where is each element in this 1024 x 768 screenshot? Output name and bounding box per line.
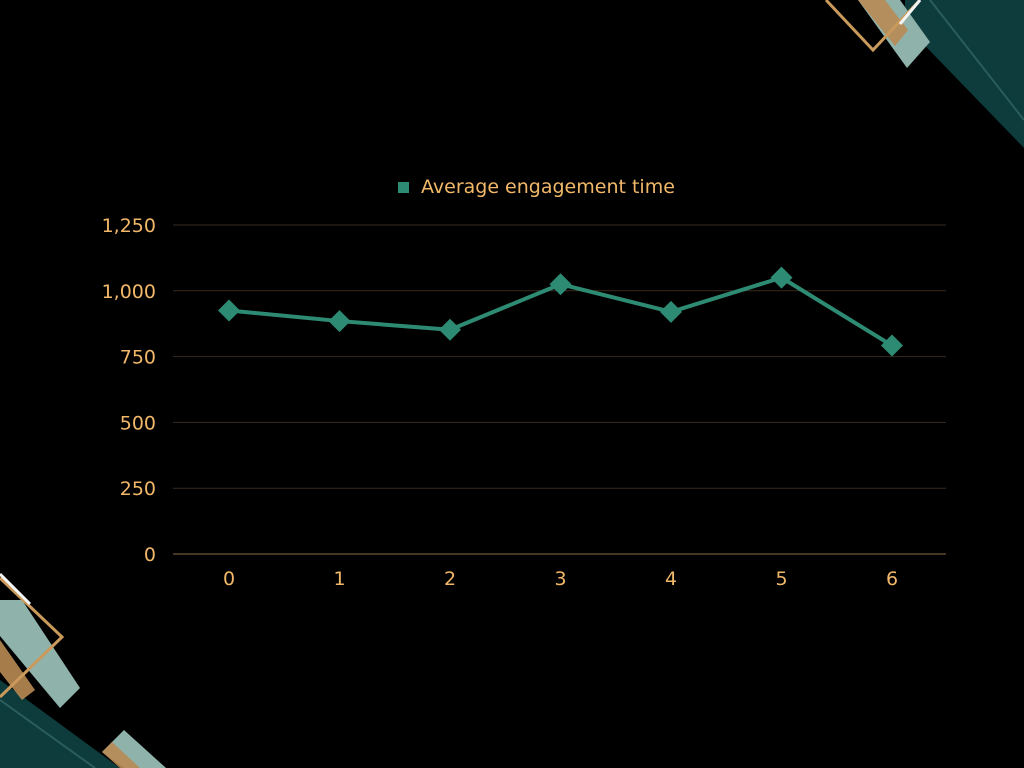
data-point-marker[interactable] — [549, 273, 572, 296]
x-axis-tick-labels: 0 1 2 3 4 5 6 — [223, 568, 898, 590]
data-point-marker[interactable] — [770, 266, 793, 289]
data-point-marker[interactable] — [328, 310, 351, 333]
data-point-marker[interactable] — [218, 299, 240, 322]
y-tick-label: 1,000 — [102, 281, 156, 303]
legend-label: Average engagement time — [421, 176, 675, 198]
x-tick-label: 2 — [444, 568, 456, 590]
x-tick-label: 6 — [886, 568, 898, 590]
legend-swatch — [398, 182, 409, 193]
x-tick-label: 5 — [775, 568, 787, 590]
x-tick-label: 4 — [665, 568, 677, 590]
x-tick-label: 1 — [333, 568, 345, 590]
series-layer — [218, 266, 903, 357]
y-tick-label: 500 — [120, 412, 156, 434]
data-point-marker[interactable] — [439, 318, 461, 341]
y-tick-label: 1,250 — [102, 215, 156, 237]
y-axis-tick-labels: 0 250 500 750 1,000 1,250 — [102, 215, 156, 566]
y-tick-label: 0 — [144, 544, 156, 566]
y-tick-label: 750 — [120, 347, 156, 369]
data-point-marker[interactable] — [881, 334, 903, 357]
x-tick-label: 0 — [223, 568, 235, 590]
data-point-marker[interactable] — [660, 300, 682, 323]
gridlines — [173, 224, 946, 555]
legend[interactable]: Average engagement time — [398, 176, 675, 198]
x-tick-label: 3 — [554, 568, 566, 590]
y-tick-label: 250 — [120, 478, 156, 500]
